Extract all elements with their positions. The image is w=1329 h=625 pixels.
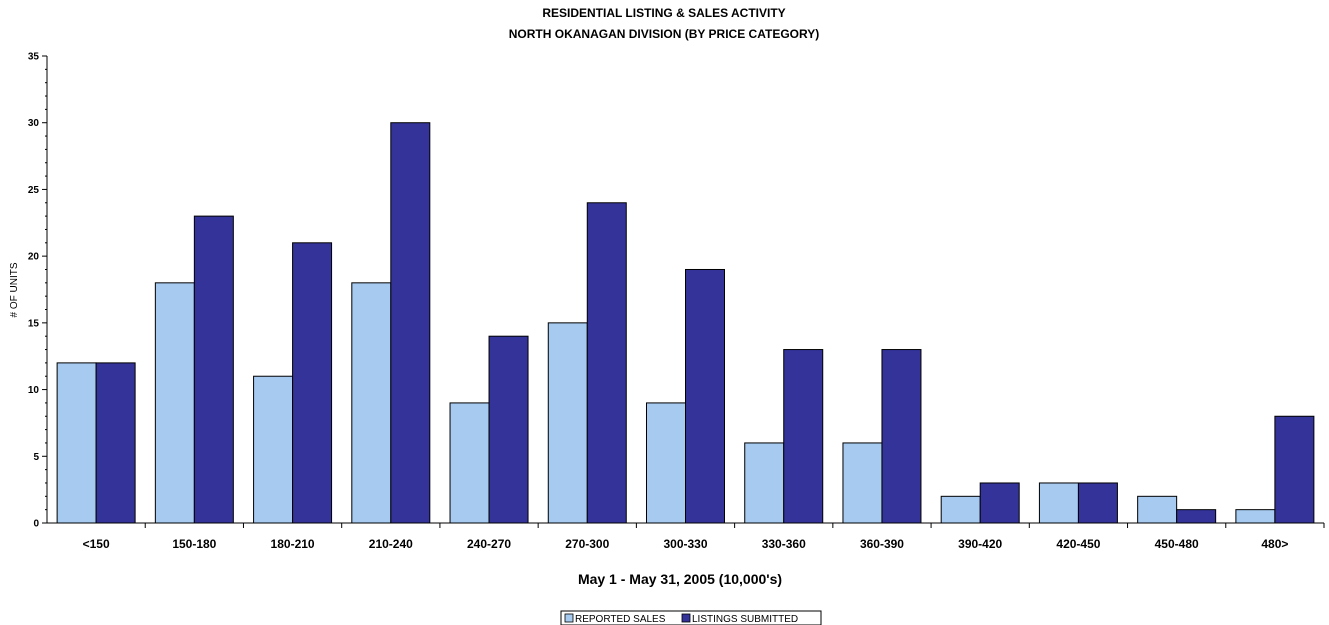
bar-reported-sales bbox=[351, 282, 392, 524]
bar-reported-sales bbox=[1235, 509, 1276, 524]
legend-box bbox=[560, 610, 822, 625]
y-tick-label: 10 bbox=[28, 385, 40, 396]
bar-listings-submitted bbox=[1077, 482, 1118, 524]
legend-label-listings-submitted: LISTINGS SUBMITTED bbox=[692, 614, 798, 625]
chart-subtitle: NORTH OKANAGAN DIVISION (BY PRICE CATEGO… bbox=[509, 27, 819, 41]
legend-swatch-reported-sales bbox=[564, 613, 574, 623]
bar-reported-sales bbox=[56, 362, 97, 524]
y-tick-label: 5 bbox=[33, 452, 39, 463]
x-axis-title: May 1 - May 31, 2005 (10,000's) bbox=[578, 571, 782, 587]
bar-reported-sales bbox=[744, 442, 785, 524]
chart-title: RESIDENTIAL LISTING & SALES ACTIVITY bbox=[542, 6, 785, 20]
bar-reported-sales bbox=[842, 442, 883, 524]
x-tick-label: 150-180 bbox=[172, 537, 216, 551]
bar-reported-sales bbox=[449, 402, 490, 524]
bar-listings-submitted bbox=[783, 349, 824, 524]
bar-listings-submitted bbox=[979, 482, 1020, 524]
y-tick-label: 30 bbox=[28, 118, 40, 129]
bar-listings-submitted bbox=[1176, 509, 1217, 524]
bar-reported-sales bbox=[154, 282, 195, 524]
bar-listings-submitted bbox=[292, 242, 333, 524]
x-tick-label: 180-210 bbox=[271, 537, 315, 551]
bar-reported-sales bbox=[1038, 482, 1079, 524]
x-tick-label: 210-240 bbox=[369, 537, 413, 551]
legend-label-reported-sales: REPORTED SALES bbox=[575, 614, 666, 625]
x-tick-label: <150 bbox=[83, 537, 110, 551]
bar-listings-submitted bbox=[390, 122, 431, 524]
bar-reported-sales bbox=[646, 402, 686, 524]
plot-area: 0 5 10 15 20 25 30 35 <150 150-180 180-210 210-240 2… bbox=[28, 52, 1325, 551]
bar-reported-sales bbox=[547, 322, 588, 524]
x-tick-label: 270-300 bbox=[565, 537, 609, 551]
bar-listings-submitted bbox=[193, 215, 234, 524]
bar-listings-submitted bbox=[95, 362, 136, 524]
x-tick-label: 330-360 bbox=[762, 537, 806, 551]
y-tick-label: 25 bbox=[28, 185, 40, 196]
x-tick-label: 360-390 bbox=[860, 537, 904, 551]
bar-reported-sales bbox=[1137, 495, 1178, 524]
y-axis-title: # OF UNITS bbox=[9, 262, 20, 317]
x-tick-label: 300-330 bbox=[663, 537, 707, 551]
y-tick-label: 15 bbox=[28, 318, 40, 329]
y-tick-label: 35 bbox=[28, 52, 40, 63]
x-tick-label: 450-480 bbox=[1155, 537, 1199, 551]
bar-listings-submitted bbox=[1274, 415, 1315, 524]
x-tick-label: 420-450 bbox=[1056, 537, 1100, 551]
bar-listings-submitted bbox=[586, 202, 627, 524]
bar-reported-sales bbox=[940, 495, 981, 524]
y-tick-label: 20 bbox=[28, 252, 40, 263]
x-tick-label: 240-270 bbox=[467, 537, 511, 551]
x-tick-label: 390-420 bbox=[958, 537, 1002, 551]
x-tick-label: 480> bbox=[1261, 537, 1288, 551]
legend: REPORTED SALES LISTINGS SUBMITTED bbox=[560, 610, 822, 625]
bar-listings-submitted bbox=[881, 349, 922, 524]
y-tick-label: 0 bbox=[33, 519, 39, 530]
bar-listings-submitted bbox=[488, 335, 529, 524]
bar-reported-sales bbox=[253, 375, 294, 524]
legend-swatch-listings-submitted bbox=[681, 613, 691, 623]
bar-listings-submitted bbox=[685, 268, 725, 524]
